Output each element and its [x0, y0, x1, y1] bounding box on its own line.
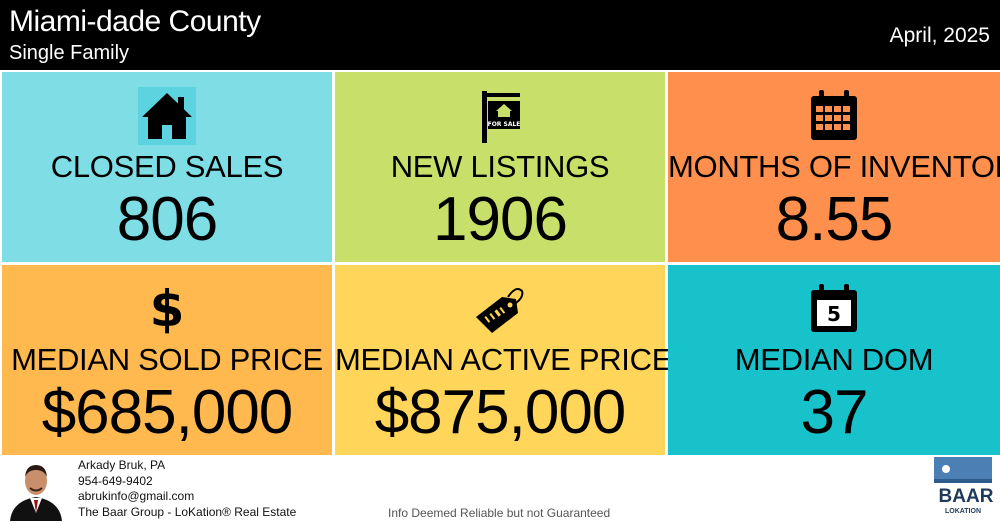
- months-of-inventory-tile: MONTHS OF INVENTORY 8.55: [668, 72, 1000, 262]
- calendar-day-icon: 5: [668, 281, 1000, 337]
- median-sold-price-tile: $ MEDIAN SOLD PRICE $685,000: [2, 265, 332, 455]
- median-dom-value: 37: [800, 378, 869, 447]
- house-icon: [2, 87, 332, 145]
- agent-phone[interactable]: 954-649-9402: [78, 473, 153, 488]
- median-active-price-tile: MEDIAN ACTIVE PRICE $875,000: [335, 265, 673, 455]
- report-date: April, 2025: [889, 24, 990, 47]
- property-type: Single Family: [9, 42, 130, 64]
- baar-group-logo: BAAR LOKATION: [932, 455, 994, 521]
- median-active-price-value: $875,000: [374, 378, 627, 447]
- median-active-price-label: MEDIAN ACTIVE PRICE: [335, 342, 673, 377]
- months-of-inventory-label: MONTHS OF INVENTORY: [668, 149, 1000, 184]
- new-listings-label: NEW LISTINGS: [390, 149, 610, 184]
- median-sold-price-value: $685,000: [41, 378, 294, 447]
- dollar-icon: $: [149, 280, 185, 338]
- for-sale-text: FOR SALE: [488, 121, 521, 128]
- agent-avatar: [6, 457, 66, 521]
- logo-subtext: LOKATION: [945, 508, 981, 515]
- new-listings-tile: FOR SALE NEW LISTINGS 1906: [335, 72, 665, 262]
- months-of-inventory-value: 8.55: [775, 185, 894, 254]
- calendar-day-number: 5: [827, 302, 841, 326]
- closed-sales-tile: CLOSED SALES 806: [2, 72, 332, 262]
- footer: Arkady Bruk, PA 954-649-9402 abrukinfo@g…: [0, 455, 1000, 523]
- closed-sales-value: 806: [116, 185, 218, 254]
- agent-info: Arkady Bruk, PA 954-649-9402 abrukinfo@g…: [78, 458, 296, 520]
- agent-email[interactable]: abrukinfo@gmail.com: [78, 489, 195, 503]
- agent-name: Arkady Bruk, PA: [78, 458, 166, 472]
- calendar-icon: [668, 88, 1000, 144]
- report-header: Miami-dade County Single Family April, 2…: [0, 0, 1000, 70]
- median-dom-tile: 5 MEDIAN DOM 37: [668, 265, 1000, 455]
- median-dom-label: MEDIAN DOM: [734, 342, 934, 377]
- median-sold-price-label: MEDIAN SOLD PRICE: [11, 342, 323, 377]
- new-listings-value: 1906: [433, 185, 568, 254]
- page-title: Miami-dade County: [9, 5, 261, 38]
- agent-company: The Baar Group - LoKation® Real Estate: [78, 504, 297, 519]
- closed-sales-label: CLOSED SALES: [50, 149, 284, 184]
- logo-text: BAAR: [939, 486, 994, 507]
- price-tag-icon: [335, 281, 665, 337]
- disclaimer: Info Deemed Reliable but not Guaranteed: [388, 506, 611, 520]
- for-sale-sign-icon: FOR SALE: [335, 88, 665, 144]
